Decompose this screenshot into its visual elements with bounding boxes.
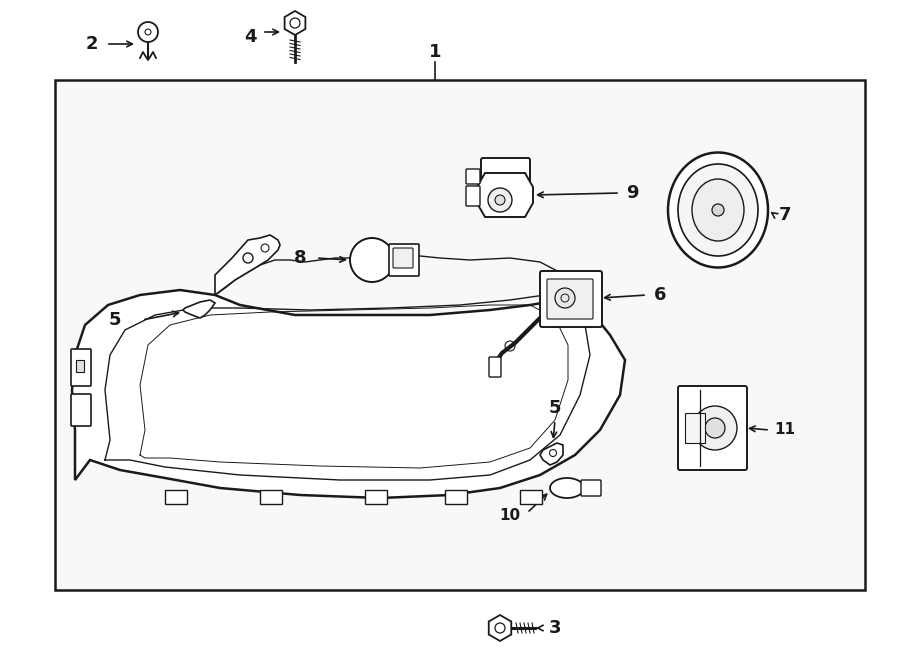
Text: 3: 3 (549, 619, 562, 637)
Text: 8: 8 (293, 249, 306, 267)
Circle shape (705, 418, 725, 438)
Text: 9: 9 (626, 184, 638, 202)
Polygon shape (477, 173, 533, 217)
Text: 10: 10 (500, 508, 520, 522)
FancyBboxPatch shape (393, 248, 413, 268)
Bar (520, 490, 542, 504)
Text: 6: 6 (653, 286, 666, 304)
Text: 11: 11 (775, 422, 796, 438)
FancyBboxPatch shape (466, 186, 480, 206)
Bar (165, 490, 187, 504)
Bar (260, 490, 282, 504)
Bar (685, 413, 705, 443)
Text: 5: 5 (109, 311, 122, 329)
Polygon shape (489, 615, 511, 641)
Text: 1: 1 (428, 43, 441, 61)
Circle shape (488, 188, 512, 212)
Bar (55, 80, 865, 590)
Bar (445, 490, 467, 504)
Bar (365, 490, 387, 504)
Polygon shape (183, 300, 215, 318)
Polygon shape (215, 235, 280, 295)
FancyBboxPatch shape (71, 349, 91, 386)
Ellipse shape (668, 153, 768, 268)
FancyBboxPatch shape (581, 480, 601, 496)
Polygon shape (72, 290, 625, 498)
FancyBboxPatch shape (540, 271, 602, 327)
Text: 4: 4 (244, 28, 256, 46)
Ellipse shape (678, 164, 758, 256)
FancyBboxPatch shape (489, 357, 501, 377)
Polygon shape (540, 443, 563, 465)
FancyBboxPatch shape (466, 169, 480, 184)
FancyBboxPatch shape (71, 394, 91, 426)
FancyBboxPatch shape (389, 244, 419, 276)
Ellipse shape (550, 478, 584, 498)
FancyBboxPatch shape (481, 158, 530, 190)
Text: 5: 5 (549, 399, 562, 417)
Circle shape (350, 238, 394, 282)
Circle shape (693, 406, 737, 450)
Bar (76, 360, 84, 372)
Circle shape (495, 195, 505, 205)
Text: 2: 2 (86, 35, 98, 53)
Ellipse shape (692, 179, 744, 241)
Circle shape (555, 288, 575, 308)
Polygon shape (284, 11, 305, 35)
FancyBboxPatch shape (547, 279, 593, 319)
Circle shape (138, 22, 158, 42)
FancyBboxPatch shape (678, 386, 747, 470)
Text: 7: 7 (778, 206, 791, 224)
Circle shape (712, 204, 724, 216)
